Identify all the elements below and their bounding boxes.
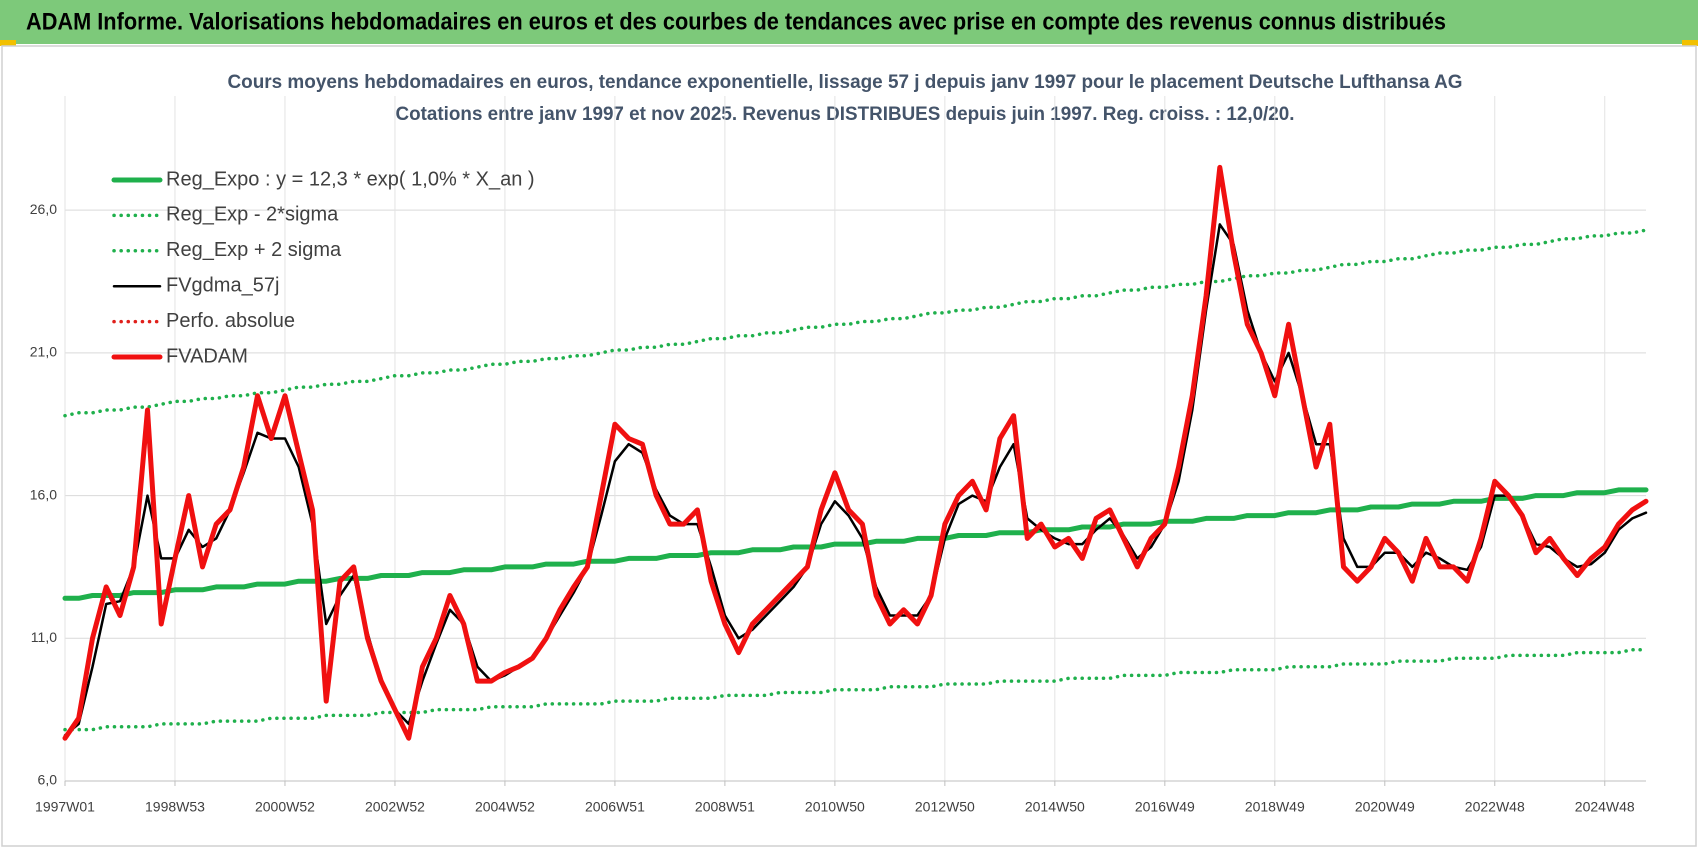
header-bar (0, 0, 1698, 44)
header-title: ADAM Informe. Valorisations hebdomadaire… (26, 8, 1446, 35)
x-tick-label: 2020W49 (1355, 799, 1415, 815)
series-line (63, 228, 1648, 418)
y-tick-label: 21,0 (30, 344, 57, 360)
chart-subtitle: Cotations entre janv 1997 et nov 2025. R… (396, 104, 1295, 125)
legend-label: Reg_Expo : y = 12,3 * exp( 1,0% * X_an ) (166, 168, 535, 190)
legend-label: FVADAM (166, 345, 248, 367)
legend-label: FVgdma_57j (166, 274, 279, 296)
legend-label: Reg_Exp - 2*sigma (166, 204, 339, 226)
corner-mark (1682, 40, 1698, 46)
x-tick-label: 2012W50 (915, 799, 975, 815)
x-tick-label: 2010W50 (805, 799, 865, 815)
x-tick-label: 2006W51 (585, 799, 645, 815)
legend-label: Perfo. absolue (166, 310, 295, 332)
x-tick-label: 1997W01 (35, 799, 95, 815)
x-tick-label: 2016W49 (1135, 799, 1195, 815)
x-tick-label: 2024W48 (1575, 799, 1635, 815)
x-tick-label: 2014W50 (1025, 799, 1085, 815)
x-tick-label: 2018W49 (1245, 799, 1305, 815)
y-tick-label: 11,0 (31, 629, 57, 645)
chart-title: Cours moyens hebdomadaires en euros, ten… (228, 72, 1463, 93)
x-tick-label: 2022W48 (1465, 799, 1525, 815)
series-line (63, 223, 1648, 737)
x-tick-label: 2008W51 (695, 799, 755, 815)
series-line (63, 647, 1648, 732)
y-tick-label: 6,0 (38, 772, 58, 788)
series-line (62, 487, 1649, 601)
corner-mark (0, 40, 16, 46)
x-tick-label: 1998W53 (145, 799, 205, 815)
chart-frame (1, 45, 1697, 847)
x-tick-label: 2004W52 (475, 799, 535, 815)
series-line (62, 164, 1649, 741)
y-tick-label: 16,0 (30, 486, 57, 502)
y-tick-label: 26,0 (30, 201, 57, 217)
x-tick-label: 2002W52 (365, 799, 425, 815)
x-tick-label: 2000W52 (255, 799, 315, 815)
legend-label: Reg_Exp + 2 sigma (166, 239, 342, 261)
